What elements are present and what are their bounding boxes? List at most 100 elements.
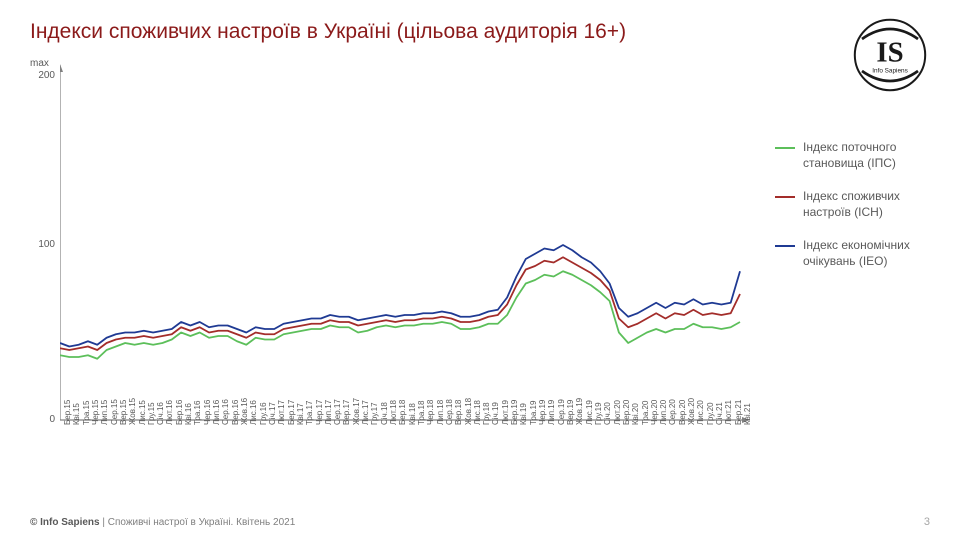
x-tick: Сер.19 xyxy=(557,399,566,425)
x-tick: Лют.21 xyxy=(724,400,733,425)
x-tick: Бер.18 xyxy=(398,400,407,425)
x-tick: Жов.19 xyxy=(575,398,584,425)
x-tick: Жов.20 xyxy=(687,398,696,425)
x-tick: Тра.16 xyxy=(193,401,202,425)
x-tick: Лют.17 xyxy=(277,400,286,425)
x-tick: Січ.17 xyxy=(268,402,277,425)
x-tick: Вер.16 xyxy=(231,400,240,425)
x-tick: Кві.21 xyxy=(743,403,752,425)
brand-logo: IS Info Sapiens xyxy=(850,15,930,95)
x-tick: Лют.20 xyxy=(613,400,622,425)
x-tick: Лют.19 xyxy=(501,400,510,425)
x-tick: Кві.19 xyxy=(519,403,528,425)
x-tick: Сер.18 xyxy=(445,399,454,425)
legend-swatch xyxy=(775,196,795,198)
x-tick: Кві.15 xyxy=(72,403,81,425)
x-tick: Тра.20 xyxy=(641,401,650,425)
x-tick: Гру.16 xyxy=(259,402,268,425)
legend-label: Індекс споживчих настроїв (ІСН) xyxy=(803,189,930,220)
page-number: 3 xyxy=(924,516,930,528)
x-tick: Лип.18 xyxy=(436,400,445,425)
x-tick: Січ.20 xyxy=(603,402,612,425)
x-tick: Сер.16 xyxy=(221,399,230,425)
x-tick: Жов.17 xyxy=(352,398,361,425)
x-tick: Лис.16 xyxy=(249,400,258,425)
x-tick: Гру.20 xyxy=(706,402,715,425)
x-tick: Сер.17 xyxy=(333,399,342,425)
x-tick: Лип.20 xyxy=(659,400,668,425)
x-tick: Тра.15 xyxy=(82,401,91,425)
logo-text: IS xyxy=(876,36,903,68)
x-tick: Кві.20 xyxy=(631,403,640,425)
x-tick: Вер.17 xyxy=(342,400,351,425)
x-tick: Бер.21 xyxy=(734,400,743,425)
x-tick: Бер.19 xyxy=(510,400,519,425)
x-tick: Чер.19 xyxy=(538,400,547,425)
x-tick: Лип.15 xyxy=(100,400,109,425)
footer-rest: | Споживчі настрої в Україні. Квітень 20… xyxy=(100,517,296,528)
legend-swatch xyxy=(775,147,795,149)
x-tick: Лип.16 xyxy=(212,400,221,425)
x-tick: Січ.19 xyxy=(491,402,500,425)
series-isn xyxy=(60,257,740,350)
x-tick: Лис.20 xyxy=(696,400,705,425)
y-tick-0: 0 xyxy=(25,414,55,425)
x-tick: Кві.17 xyxy=(296,403,305,425)
footer-text: © Info Sapiens | Споживчі настрої в Укра… xyxy=(30,517,295,528)
legend-swatch xyxy=(775,245,795,247)
x-tick: Січ.16 xyxy=(156,402,165,425)
legend-item-1: Індекс споживчих настроїв (ІСН) xyxy=(775,189,930,220)
x-tick: Січ.21 xyxy=(715,402,724,425)
y-tick-200: 200 xyxy=(25,70,55,81)
x-tick: Чер.16 xyxy=(203,400,212,425)
x-tick: Гру.15 xyxy=(147,402,156,425)
x-tick: Лют.18 xyxy=(389,400,398,425)
legend-item-2: Індекс економічних очікувань (ІЕО) xyxy=(775,238,930,269)
x-tick: Чер.18 xyxy=(426,400,435,425)
x-tick: Тра.17 xyxy=(305,401,314,425)
x-tick: Бер.17 xyxy=(287,400,296,425)
x-tick: Бер.20 xyxy=(622,400,631,425)
x-tick: Сер.20 xyxy=(668,399,677,425)
line-chart xyxy=(60,60,750,440)
series-ieo xyxy=(60,245,740,347)
x-tick: Чер.15 xyxy=(91,400,100,425)
x-tick: Січ.18 xyxy=(380,402,389,425)
x-tick: Лис.15 xyxy=(138,400,147,425)
x-tick: Кві.16 xyxy=(184,403,193,425)
legend-label: Індекс поточного становища (ІПС) xyxy=(803,140,930,171)
y-tick-100: 100 xyxy=(25,239,55,250)
chart-legend: Індекс поточного становища (ІПС) Індекс с… xyxy=(775,140,930,288)
x-tick: Бер.16 xyxy=(175,400,184,425)
x-tick: Лис.18 xyxy=(473,400,482,425)
x-tick: Лип.17 xyxy=(324,400,333,425)
x-tick: Тра.18 xyxy=(417,401,426,425)
x-tick: Чер.17 xyxy=(315,400,324,425)
x-tick: Жов.16 xyxy=(240,398,249,425)
x-tick: Гру.17 xyxy=(370,402,379,425)
x-tick: Лис.19 xyxy=(585,400,594,425)
x-tick: Жов.15 xyxy=(128,398,137,425)
logo-subtitle: Info Sapiens xyxy=(872,68,908,75)
y-label-max: max xyxy=(30,58,49,69)
chart-title-text: Індекси споживчих настроїв в Україні (ці… xyxy=(30,20,626,43)
x-tick: Бер.15 xyxy=(63,400,72,425)
x-tick: Сер.15 xyxy=(110,399,119,425)
footer-brand: © Info Sapiens xyxy=(30,517,100,528)
x-tick: Кві.18 xyxy=(408,403,417,425)
x-tick: Вер.18 xyxy=(454,400,463,425)
x-tick: Вер.20 xyxy=(678,400,687,425)
x-tick: Вер.19 xyxy=(566,400,575,425)
legend-item-0: Індекс поточного становища (ІПС) xyxy=(775,140,930,171)
slide-container: Індекси споживчих настроїв в Україні (ці… xyxy=(0,0,960,540)
x-tick: Лют.16 xyxy=(165,400,174,425)
x-tick: Вер.15 xyxy=(119,400,128,425)
x-tick: Гру.19 xyxy=(594,402,603,425)
x-tick: Жов.18 xyxy=(464,398,473,425)
x-tick: Лип.19 xyxy=(547,400,556,425)
x-tick: Лис.17 xyxy=(361,400,370,425)
legend-label: Індекс економічних очікувань (ІЕО) xyxy=(803,238,930,269)
x-tick: Тра.19 xyxy=(529,401,538,425)
x-tick: Чер.20 xyxy=(650,400,659,425)
x-tick: Гру.18 xyxy=(482,402,491,425)
